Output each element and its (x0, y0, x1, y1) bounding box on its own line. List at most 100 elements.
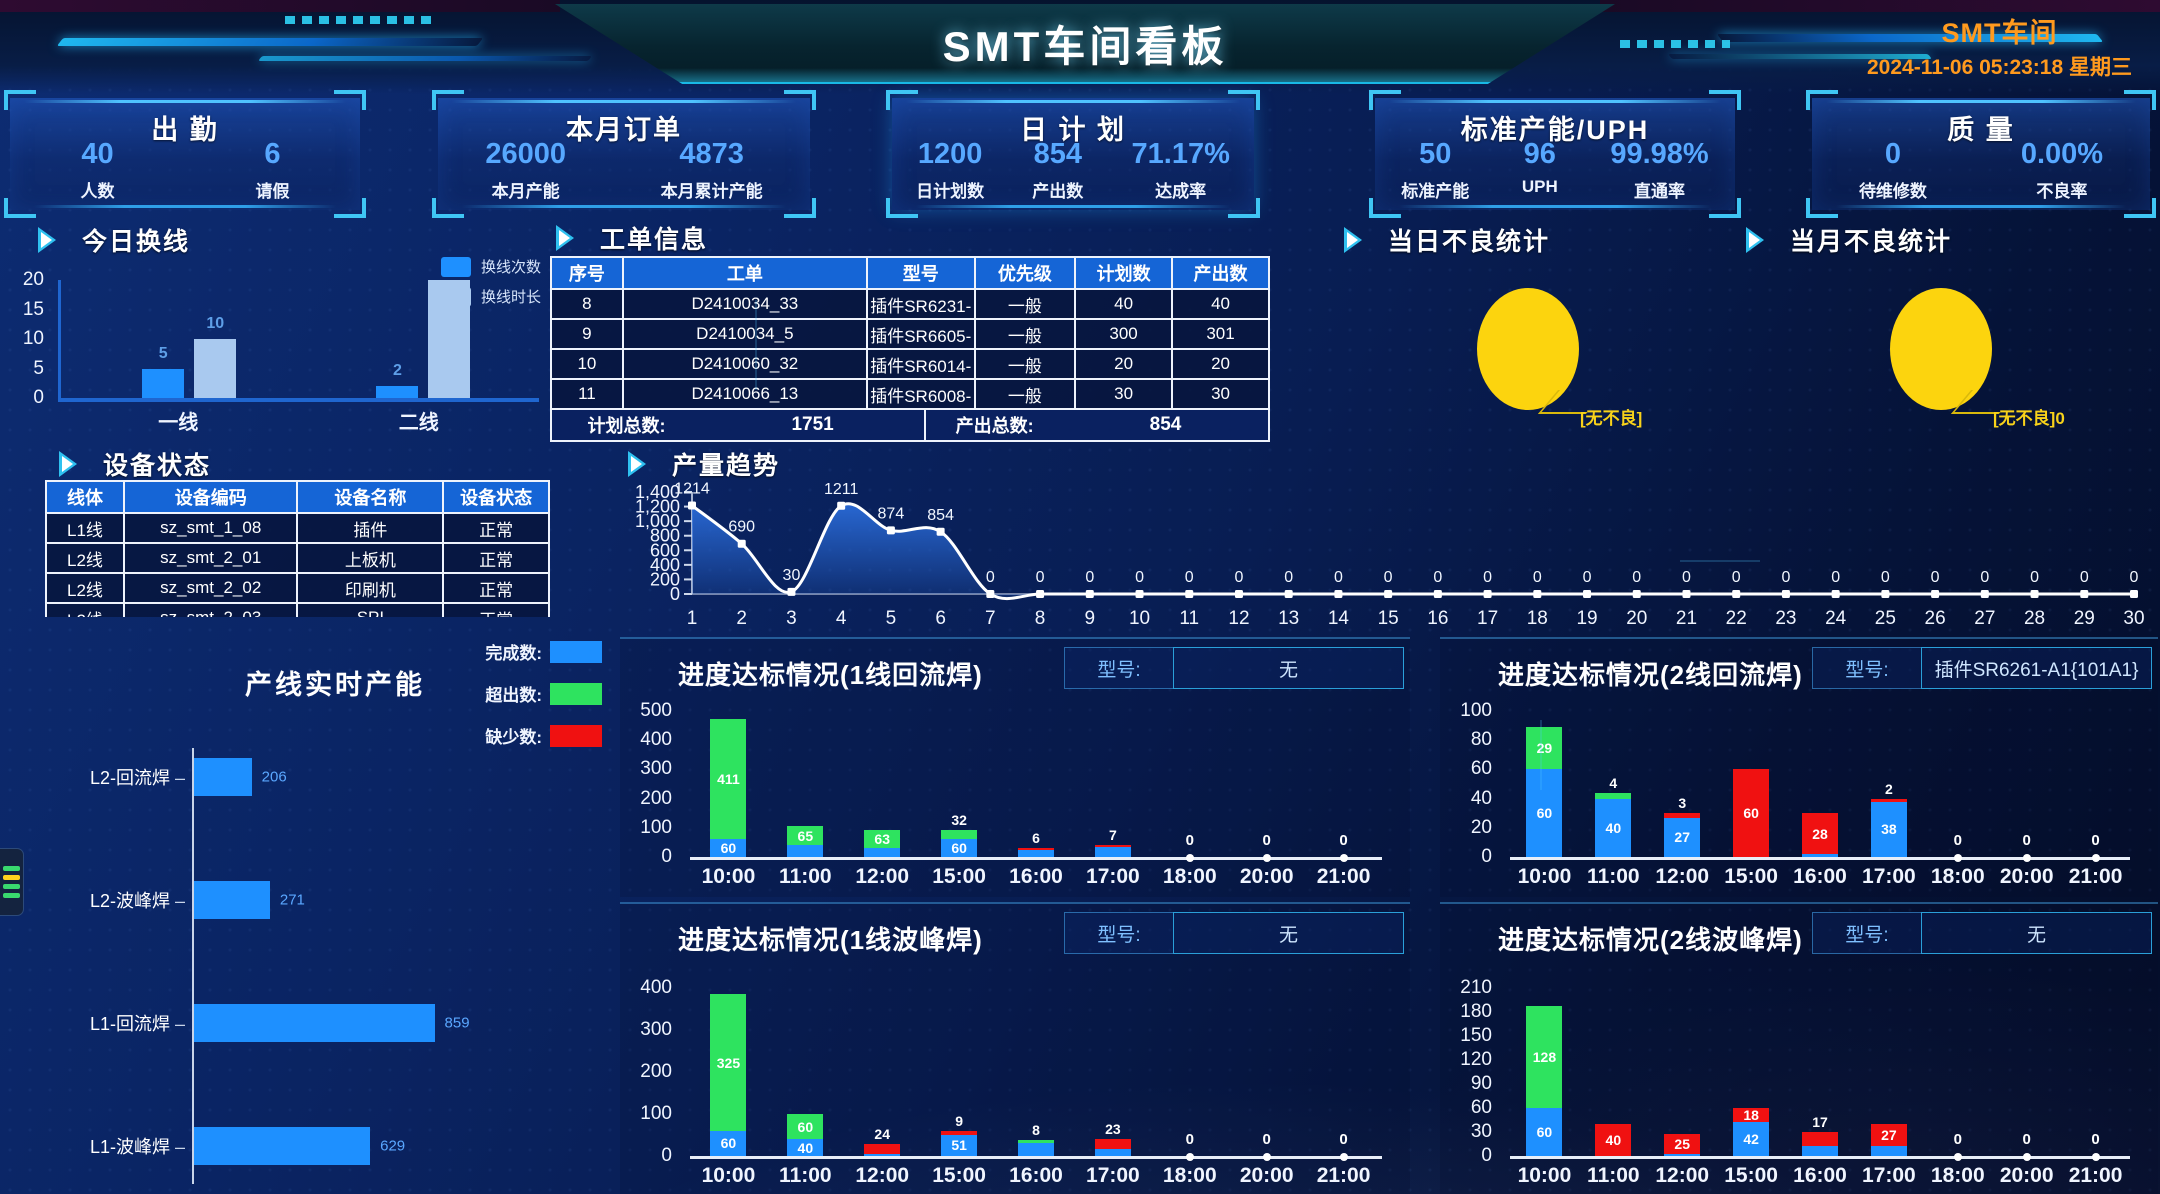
hbar-row: L1-波峰焊 629 (45, 1127, 610, 1165)
stacked-bar: 51 9 (941, 1113, 978, 1156)
bar-column: 60 325 (690, 988, 767, 1156)
model-value[interactable]: 无 (1921, 912, 2152, 954)
segment-value-label: 60 (797, 1118, 814, 1135)
chevron-arrow-icon (1746, 227, 1776, 253)
kpi-title: 日 计 划 (1019, 115, 1126, 145)
kpi-card-attendance: 出 勤 40 人数 6 请假 (4, 90, 366, 218)
bar-group: 5 10 (142, 315, 237, 398)
bar-segment: 40 (1595, 1124, 1632, 1156)
zero-value-label: 0 (2022, 1131, 2031, 1148)
kpi-card-monthly-orders: 本月订单 26000 本月产能 4873 本月累计产能 (432, 90, 816, 218)
table-cell: 30 (1171, 378, 1270, 408)
device-status-panel: 设备状态 线体 设备编码 设备名称 设备状态 L1线 sz_smt_1_08 插件 正常 L2线… (45, 450, 550, 620)
table-row: 9 D2410034_5 插件SR6605- 一般 300 301 (550, 318, 1270, 350)
section-title-work-orders: 工单信息 (556, 220, 708, 256)
legend-item: 换线次数 (440, 256, 541, 277)
trend-value-label: 0 (1533, 569, 1542, 586)
bar-segment: 25 (1664, 1133, 1701, 1154)
table-cell: 印刷机 (296, 572, 445, 604)
edge-indicator[interactable] (0, 848, 24, 916)
trend-point (2030, 590, 2039, 598)
x-axis-label: 10 (1129, 608, 1150, 629)
segment-value-label: 4 (1609, 774, 1618, 791)
table-cell: 8 (550, 288, 624, 320)
bar-column: 0 (1305, 988, 1382, 1161)
segment-value-label: 18 (1743, 1107, 1759, 1124)
zero-point (2022, 1153, 2031, 1161)
y-axis-tick: 30 (1470, 1121, 1492, 1142)
column-header: 线体 (45, 480, 125, 514)
stacked-bar: 13 17 (1802, 1114, 1838, 1156)
table-cell: 20 (1074, 348, 1174, 380)
kpi-label: 本月产能 (491, 182, 560, 201)
kpi-metrics: 50 标准产能 96 UPH 99.98% 直通率 (1375, 138, 1735, 202)
table-cell: L1线 (45, 512, 125, 544)
bar-value-label: 10 (206, 315, 225, 332)
bar-column: 27 3 (1648, 711, 1717, 857)
kpi-metric: 6 请假 (256, 138, 290, 202)
x-axis-label: 20:00 (1239, 865, 1294, 888)
bar-segment: 63 (864, 829, 901, 849)
model-value[interactable]: 无 (1173, 912, 1404, 954)
plan-total-cell: 计划总数: 1751 (552, 410, 927, 440)
kpi-metric: 4873 本月累计产能 (661, 138, 763, 202)
bar-column: 38 2 (1854, 711, 1923, 857)
x-axis-label: 20:00 (1239, 1164, 1294, 1187)
kpi-label: 不良率 (2036, 182, 2088, 201)
table-cell: sz_smt_2_02 (122, 572, 299, 604)
zero-point (2022, 854, 2031, 862)
kpi-value: 0.00% (2020, 138, 2104, 170)
x-axis-label: 21 (1676, 608, 1697, 629)
zero-value-label: 0 (1185, 1131, 1194, 1148)
y-axis-tick: 400 (650, 555, 680, 575)
x-axis-label: 12:00 (1655, 1164, 1710, 1187)
y-axis-tick: 40 (1470, 787, 1492, 809)
trend-point (986, 590, 995, 598)
table-cell: 30 (1074, 378, 1174, 408)
x-axis-label: 29 (2074, 608, 2095, 629)
table-cell: L2线 (45, 542, 125, 574)
capacity-chart-title: 产线实时产能 (245, 670, 425, 700)
kpi-value: 96 (1523, 138, 1556, 170)
bar: 2 (376, 362, 419, 398)
trend-point (1433, 590, 1442, 598)
hbar-row: L2-波峰焊 271 (45, 881, 610, 919)
legend-item: 换线时长 (440, 286, 541, 307)
table-cell: 11 (550, 378, 624, 408)
bar-column: 13 17 (1786, 988, 1855, 1156)
kpi-metric: 99.98% 直通率 (1610, 138, 1708, 202)
kpi-title: 标准产能/UPH (1460, 115, 1650, 145)
monthly-defect-pie (1890, 288, 1992, 410)
chevron-arrow-icon (628, 451, 658, 477)
pie-slice-label: [无不良]0 (1993, 409, 2065, 428)
trend-point (886, 526, 895, 535)
trend-point (1483, 590, 1492, 598)
model-value[interactable]: 无 (1173, 647, 1404, 689)
x-axis-label: 6 (935, 608, 946, 629)
work-orders-totals: 计划总数: 1751 产出总数: 854 (550, 408, 1270, 442)
table-row: L1线 sz_smt_1_08 插件 正常 (45, 512, 550, 544)
device-status-table: 线体 设备编码 设备名称 设备状态 L1线 sz_smt_1_08 插件 正常 L2线 sz_sm… (45, 480, 550, 617)
column-header: 优先级 (973, 256, 1077, 290)
kpi-label: 人数 (80, 182, 115, 201)
model-value[interactable]: 插件SR6261-A1{101A1} (1921, 647, 2152, 689)
section-title-monthly-defect: 当月不良统计 (1746, 222, 1952, 258)
x-axis-label: 21:00 (1316, 1164, 1371, 1187)
bar-column: 60 (1717, 711, 1786, 857)
hbar-value-label: 629 (380, 1137, 406, 1155)
column-header: 设备编码 (122, 480, 299, 514)
trend-value-label: 0 (1235, 569, 1244, 586)
kpi-metric: 71.17% 达成率 (1132, 138, 1230, 202)
table-header-row: 线体 设备编码 设备名称 设备状态 (45, 480, 550, 514)
trend-value-label: 0 (1583, 569, 1592, 586)
table-row: 10 D2410060_32 插件SR6014- 一般 20 20 (550, 348, 1270, 380)
kpi-label: 达成率 (1155, 182, 1207, 201)
kpi-metrics: 26000 本月产能 4873 本月累计产能 (438, 138, 810, 202)
bar-column: 60 32 (921, 711, 998, 857)
x-axis-label: 10:00 (1517, 865, 1572, 888)
column-header: 型号 (865, 256, 976, 290)
x-axis-labels: 10:00 11:00 12:00 15:00 16:00 17:00 18:00 20:00… (1510, 1164, 2130, 1188)
stacked-bar: 308 (1018, 1122, 1054, 1156)
kpi-metrics: 40 人数 6 请假 (10, 138, 360, 202)
bar-column: 40 (1579, 988, 1648, 1156)
